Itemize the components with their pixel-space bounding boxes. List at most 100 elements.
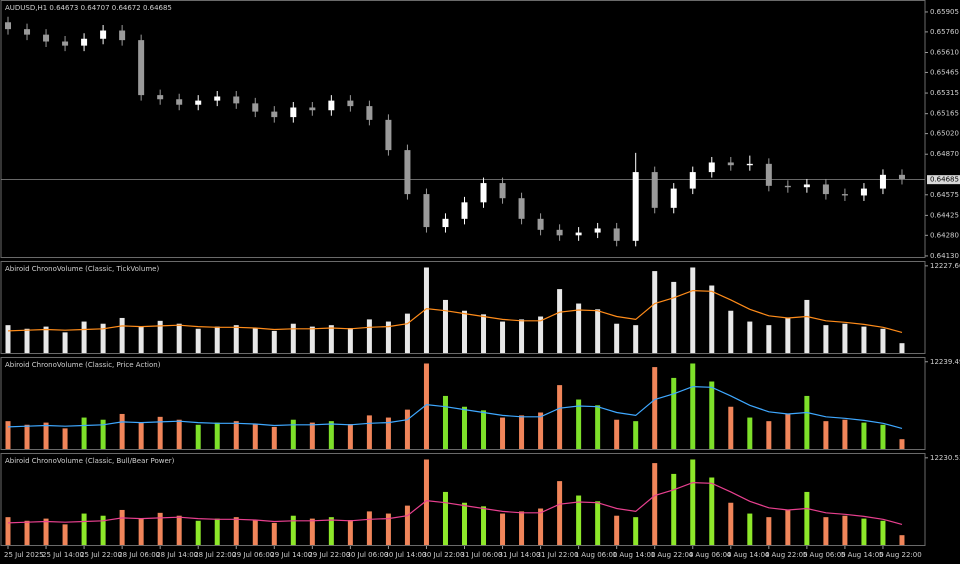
volume-bar — [119, 317, 125, 353]
y-tick-label: 0.65020 — [930, 130, 959, 138]
volume-bar — [366, 415, 372, 449]
volume-bar — [119, 413, 125, 449]
volume-bar — [423, 459, 429, 545]
volume-bar — [328, 325, 334, 353]
volume-bar — [138, 326, 144, 353]
volume-bar — [804, 299, 810, 353]
candle-body — [556, 229, 563, 236]
volume-bar — [271, 426, 277, 449]
candle-body — [499, 183, 506, 199]
volume-bar — [557, 289, 563, 353]
volume-bar — [785, 317, 791, 353]
volume-bar — [195, 424, 201, 449]
volume-bar — [195, 520, 201, 545]
volume-bar — [747, 321, 753, 353]
volume-bar — [633, 517, 639, 545]
volume-bar — [728, 502, 734, 545]
candle-body — [632, 172, 639, 241]
volume-bar — [747, 417, 753, 449]
x-tick-label: 29 Jul 14:00 — [270, 551, 312, 559]
pane-frame — [0, 0, 926, 258]
volume-bar — [119, 509, 125, 545]
volume-bar — [823, 421, 829, 449]
pane-frame — [0, 453, 926, 546]
candle-body — [404, 150, 411, 195]
volume-bar — [652, 463, 658, 545]
volume-average-line — [7, 385, 903, 429]
volume-bar — [880, 328, 886, 353]
volume-bar — [404, 409, 410, 449]
volume-bar — [233, 325, 239, 353]
candle-body — [81, 38, 88, 46]
volume-bar — [24, 328, 30, 353]
volume-bar — [423, 363, 429, 449]
volume-bar — [100, 323, 106, 353]
x-tick-label: 30 Jul 06:00 — [346, 551, 388, 559]
x-tick-label: 28 Jul 06:00 — [118, 551, 160, 559]
volume-bar — [138, 518, 144, 545]
volume-bar — [595, 501, 601, 545]
candle-body — [138, 40, 145, 96]
volume-bar — [157, 416, 163, 449]
volume-bar — [899, 535, 905, 545]
volume-bar — [385, 321, 391, 353]
volume-bar — [100, 419, 106, 449]
volume-average-line — [7, 481, 903, 525]
volume-bar — [176, 419, 182, 449]
volume-bar — [557, 385, 563, 449]
volume-bar — [861, 422, 867, 449]
y-tick-label: 0.64130 — [930, 252, 959, 260]
volume-bar — [309, 518, 315, 545]
volume-bar — [195, 328, 201, 353]
volume-bar — [214, 422, 220, 449]
volume-bar — [804, 395, 810, 449]
volume-bar — [709, 477, 715, 545]
volume-bar — [842, 515, 848, 545]
volume-bar — [442, 491, 448, 545]
volume-bar — [404, 313, 410, 353]
x-tick-label: 1 Aug 14:00 — [613, 551, 656, 559]
candle-body — [461, 202, 468, 219]
candle-body — [670, 188, 677, 208]
candle-body — [271, 111, 278, 118]
volume-bar — [804, 491, 810, 545]
volume-bar — [271, 330, 277, 353]
candle-body — [43, 34, 50, 42]
volume-bar — [880, 424, 886, 449]
volume-bar — [709, 285, 715, 353]
x-tick-label: 4 Aug 14:00 — [727, 551, 770, 559]
candle-body — [214, 96, 221, 101]
volume-bar — [366, 511, 372, 545]
y-tick-label: 0.64425 — [930, 211, 959, 219]
volume-bar — [690, 363, 696, 449]
volume-bar — [328, 421, 334, 449]
volume-bar — [385, 513, 391, 545]
volume-bar — [214, 518, 220, 545]
volume-bar — [747, 513, 753, 545]
volume-bar — [576, 303, 582, 353]
volume-bar — [899, 343, 905, 353]
volume-bar — [842, 323, 848, 353]
volume-bar — [176, 515, 182, 545]
volume-bar — [43, 518, 49, 545]
volume-bar — [252, 328, 258, 353]
candle-body — [537, 218, 544, 230]
volume-bar — [709, 381, 715, 449]
volume-bar — [62, 428, 68, 449]
x-tick-label: 29 Jul 06:00 — [232, 551, 274, 559]
volume-bar — [100, 515, 106, 545]
candle-body — [347, 100, 354, 107]
candle-body — [62, 41, 69, 46]
volume-bar — [271, 522, 277, 545]
volume-bar — [442, 395, 448, 449]
volume-bar — [309, 326, 315, 353]
candle-body — [822, 184, 829, 195]
candle-body — [385, 119, 392, 151]
volume-bar — [690, 267, 696, 353]
volume-bar — [728, 406, 734, 449]
volume-bar — [652, 367, 658, 449]
y-tick-label: 0.64575 — [930, 191, 959, 199]
volume-bar — [690, 459, 696, 545]
x-tick-label: 25 Jul 2025 — [4, 551, 44, 559]
